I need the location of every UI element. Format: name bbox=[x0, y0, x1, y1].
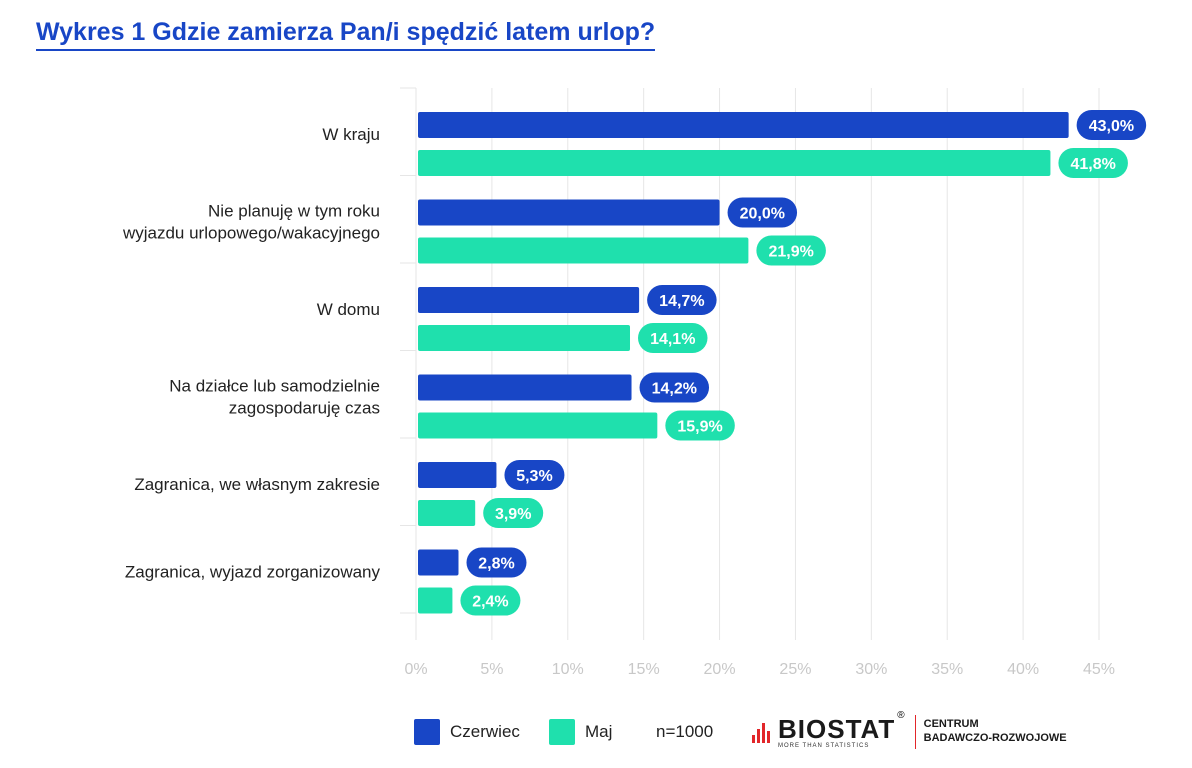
x-tick-label: 35% bbox=[931, 661, 963, 678]
bar-czerwiec bbox=[418, 462, 497, 488]
data-label-pill bbox=[1076, 110, 1147, 140]
x-tick-label: 45% bbox=[1083, 661, 1115, 678]
bar-czerwiec bbox=[418, 374, 632, 401]
bar-maj bbox=[418, 325, 631, 351]
bar-chart: 0% 5% 10% 15% 20% 25% 30% 35% 40% 45% W kraju 43,0%… bbox=[122, 87, 1147, 678]
data-label: 14,7% bbox=[659, 293, 704, 310]
logo-separator bbox=[914, 715, 916, 749]
x-tick-label: 15% bbox=[628, 661, 660, 678]
bar-czerwiec bbox=[418, 199, 720, 226]
data-label-pill bbox=[727, 197, 798, 228]
x-tick-label: 0% bbox=[404, 661, 427, 678]
data-label-pill bbox=[466, 547, 527, 578]
data-label: 41,8% bbox=[1070, 156, 1115, 173]
category-label: Na działce lub samodzielnie zagospodaruję… bbox=[169, 376, 380, 417]
logo-brand: BIOSTAT MORE THAN STATISTICS bbox=[778, 716, 895, 749]
data-label: 14,2% bbox=[652, 381, 697, 398]
category-label: W kraju bbox=[322, 125, 380, 144]
data-label: 14,1% bbox=[650, 331, 695, 348]
category-label-line: Nie planuję w tym roku bbox=[208, 201, 380, 220]
legend-label-maj: Maj bbox=[585, 722, 613, 741]
logo-centre-text: CENTRUM BADAWCZO-ROZWOJOWE bbox=[924, 718, 1067, 746]
x-tick-label: 25% bbox=[779, 661, 811, 678]
category-label: W domu bbox=[317, 300, 380, 319]
data-label-pill bbox=[639, 372, 710, 403]
sample-size-label: n=1000 bbox=[656, 722, 714, 741]
logo-tagline: MORE THAN STATISTICS bbox=[778, 742, 870, 749]
data-label: 5,3% bbox=[516, 468, 552, 485]
bar-czerwiec bbox=[418, 112, 1069, 138]
category-label-line: Na działce lub samodzielnie bbox=[169, 376, 380, 395]
bar-czerwiec bbox=[418, 287, 640, 313]
bar-czerwiec bbox=[418, 549, 459, 576]
logo-centre-line1: CENTRUM bbox=[923, 718, 979, 731]
data-label: 20,0% bbox=[740, 206, 785, 223]
sample-size: n=1000 bbox=[656, 712, 713, 752]
logo-registered-mark: ® bbox=[897, 710, 905, 721]
data-label: 43,0% bbox=[1089, 118, 1134, 135]
bar-maj bbox=[418, 150, 1051, 176]
category-label-line: zagospodaruję czas bbox=[229, 398, 380, 417]
legend-item-maj: Maj bbox=[549, 712, 612, 752]
category-label: Nie planuję w tym roku wyjazdu urlopowego… bbox=[122, 201, 380, 242]
x-tick-label: 40% bbox=[1007, 661, 1039, 678]
data-label-pill bbox=[1058, 148, 1128, 178]
logo-centre-line2: BADAWCZO-ROZWOJOWE bbox=[923, 732, 1067, 744]
bar-maj bbox=[418, 237, 749, 264]
bar-maj bbox=[418, 500, 476, 526]
bar-maj bbox=[418, 412, 658, 439]
data-label-pill bbox=[638, 323, 708, 353]
x-tick-label: 10% bbox=[552, 661, 584, 678]
data-label: 21,9% bbox=[768, 244, 813, 261]
category-label: Zagranica, wyjazd zorganizowany bbox=[125, 562, 381, 581]
category-label: Zagranica, we własnym zakresie bbox=[134, 475, 380, 494]
data-label-pill bbox=[647, 285, 717, 315]
category-label-line: W kraju bbox=[322, 125, 380, 144]
logo-brand-name: BIOSTAT bbox=[778, 713, 896, 744]
legend-swatch-maj bbox=[549, 719, 575, 745]
data-label-pill bbox=[504, 460, 565, 490]
x-tick-label: 5% bbox=[480, 661, 503, 678]
data-label-pill bbox=[483, 498, 544, 528]
bar-maj bbox=[418, 587, 453, 614]
chart-title: Wykres 1 Gdzie zamierza Pan/i spędzić la… bbox=[36, 18, 656, 51]
category-label-line: Zagranica, wyjazd zorganizowany bbox=[125, 562, 381, 581]
legend-swatch-czerwiec bbox=[414, 719, 440, 745]
x-tick-label: 20% bbox=[704, 661, 736, 678]
legend-item-czerwiec: Czerwiec bbox=[414, 712, 520, 752]
legend-label-czerwiec: Czerwiec bbox=[450, 722, 520, 741]
x-tick-label: 30% bbox=[855, 661, 887, 678]
logo-bars-icon bbox=[752, 721, 772, 743]
data-label: 3,9% bbox=[495, 506, 531, 523]
category-label-line: wyjazdu urlopowego/wakacyjnego bbox=[122, 223, 380, 242]
data-label: 2,8% bbox=[478, 556, 514, 573]
category-label-line: W domu bbox=[317, 300, 380, 319]
data-label-pill bbox=[756, 235, 826, 266]
data-label-pill bbox=[460, 585, 521, 616]
data-label-pill bbox=[665, 410, 735, 441]
data-label: 15,9% bbox=[677, 419, 722, 436]
biostat-logo: BIOSTAT MORE THAN STATISTICS ® CENTRUM B… bbox=[752, 710, 1067, 752]
data-label: 2,4% bbox=[472, 594, 508, 611]
category-label-line: Zagranica, we własnym zakresie bbox=[134, 475, 380, 494]
